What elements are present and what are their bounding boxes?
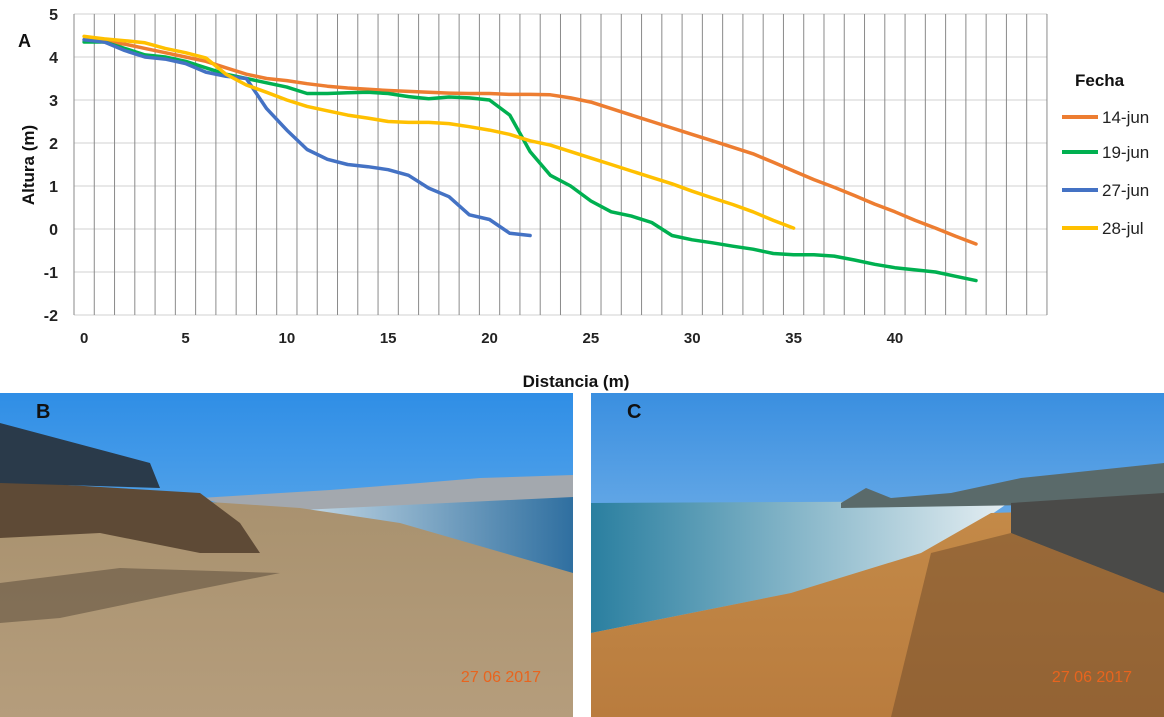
series-line-28-jul — [82, 34, 796, 230]
series-line-14-jun — [82, 38, 978, 246]
y-tick-label: 3 — [49, 93, 58, 110]
x-tick-label: 25 — [583, 330, 600, 347]
x-tick-label: 35 — [785, 330, 802, 347]
y-tick-label: -1 — [44, 265, 58, 282]
legend-label: 27-jun — [1102, 181, 1149, 200]
date-stamp-b: 27 06 2017 — [460, 669, 541, 686]
photo-c-seawall-beach: C 27 06 2017 — [591, 393, 1164, 717]
x-tick-label: 20 — [481, 330, 498, 347]
beach-photo-b — [0, 393, 573, 717]
x-tick-label: 15 — [380, 330, 397, 347]
x-axis-label: Distancia (m) — [523, 372, 630, 391]
x-axis-ticks: 0 5 10 15 20 25 30 35 40 — [80, 330, 903, 347]
legend-title: Fecha — [1075, 71, 1125, 90]
y-tick-label: 4 — [49, 50, 58, 67]
x-tick-label: 0 — [80, 330, 88, 347]
legend-label: 28-jul — [1102, 219, 1144, 238]
legend: 14-jun 19-jun 27-jun 28-jul — [1062, 108, 1149, 238]
legend-label: 19-jun — [1102, 143, 1149, 162]
series-line-19-jun — [82, 40, 978, 283]
x-tick-label: 30 — [684, 330, 701, 347]
x-tick-label: 5 — [181, 330, 189, 347]
panel-label-b: B — [36, 401, 51, 423]
beach-profile-chart: -2 -1 0 1 2 3 4 5 0 5 10 15 20 25 30 35 40 A Altura (m)… — [18, 7, 1149, 391]
panel-label-c: C — [627, 401, 642, 423]
y-tick-label: 5 — [49, 7, 58, 24]
panel-label-a: A — [18, 31, 31, 51]
x-tick-label: 10 — [278, 330, 295, 347]
y-tick-label: 0 — [49, 222, 58, 239]
y-tick-label: -2 — [44, 308, 58, 325]
chart-series — [82, 34, 978, 283]
legend-label: 14-jun — [1102, 108, 1149, 127]
date-stamp-c: 27 06 2017 — [1051, 669, 1132, 686]
series-line-27-jun — [82, 38, 532, 238]
photo-b-eroded-dune: B 27 06 2017 — [0, 393, 573, 717]
x-tick-label: 40 — [887, 330, 904, 347]
beach-photo-c — [591, 393, 1164, 717]
y-axis-label: Altura (m) — [19, 125, 38, 205]
y-axis-ticks: -2 -1 0 1 2 3 4 5 — [44, 7, 58, 325]
y-tick-label: 2 — [49, 136, 58, 153]
y-tick-label: 1 — [49, 179, 58, 196]
chart-grid — [73, 13, 1048, 316]
